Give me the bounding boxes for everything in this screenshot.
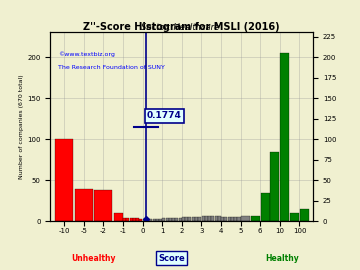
- Text: Unhealthy: Unhealthy: [72, 254, 116, 262]
- Y-axis label: Number of companies (670 total): Number of companies (670 total): [19, 75, 24, 179]
- Bar: [156, 219, 159, 221]
- Bar: [172, 218, 175, 221]
- Bar: [241, 217, 250, 221]
- Title: Z''-Score Histogram for MSLI (2016): Z''-Score Histogram for MSLI (2016): [84, 22, 280, 32]
- Bar: [175, 218, 178, 221]
- Bar: [153, 219, 156, 221]
- Bar: [162, 218, 165, 221]
- Text: 0.1774: 0.1774: [147, 111, 182, 120]
- Bar: [126, 218, 129, 221]
- Text: The Research Foundation of SUNY: The Research Foundation of SUNY: [58, 65, 165, 70]
- Bar: [218, 217, 221, 221]
- Bar: [300, 209, 309, 221]
- Bar: [221, 217, 224, 221]
- Bar: [136, 218, 139, 221]
- Bar: [179, 218, 182, 221]
- Bar: [195, 217, 198, 221]
- Bar: [75, 188, 93, 221]
- Bar: [159, 219, 162, 221]
- Text: Score: Score: [158, 254, 185, 262]
- Bar: [208, 217, 211, 221]
- Text: Sector: Healthcare: Sector: Healthcare: [141, 23, 219, 32]
- Bar: [215, 217, 217, 221]
- Bar: [192, 217, 195, 221]
- Bar: [185, 217, 188, 221]
- Bar: [166, 218, 168, 221]
- Bar: [143, 219, 146, 221]
- Bar: [188, 217, 192, 221]
- Bar: [130, 218, 132, 221]
- Bar: [290, 213, 299, 221]
- Bar: [123, 218, 126, 221]
- Bar: [238, 217, 240, 221]
- Bar: [280, 53, 289, 221]
- Bar: [198, 217, 201, 221]
- Bar: [149, 219, 152, 221]
- Text: ©www.textbiz.org: ©www.textbiz.org: [58, 51, 115, 57]
- Bar: [211, 217, 215, 221]
- Bar: [270, 151, 279, 221]
- Bar: [205, 217, 208, 221]
- Bar: [234, 217, 237, 221]
- Bar: [139, 219, 143, 221]
- Bar: [133, 218, 136, 221]
- Bar: [55, 139, 73, 221]
- Bar: [225, 217, 228, 221]
- Bar: [182, 217, 185, 221]
- Bar: [113, 213, 122, 221]
- Text: Healthy: Healthy: [265, 254, 298, 262]
- Bar: [146, 219, 149, 221]
- Bar: [231, 217, 234, 221]
- Bar: [251, 217, 260, 221]
- Bar: [202, 217, 204, 221]
- Bar: [261, 193, 270, 221]
- Bar: [228, 217, 231, 221]
- Bar: [94, 190, 112, 221]
- Bar: [169, 218, 172, 221]
